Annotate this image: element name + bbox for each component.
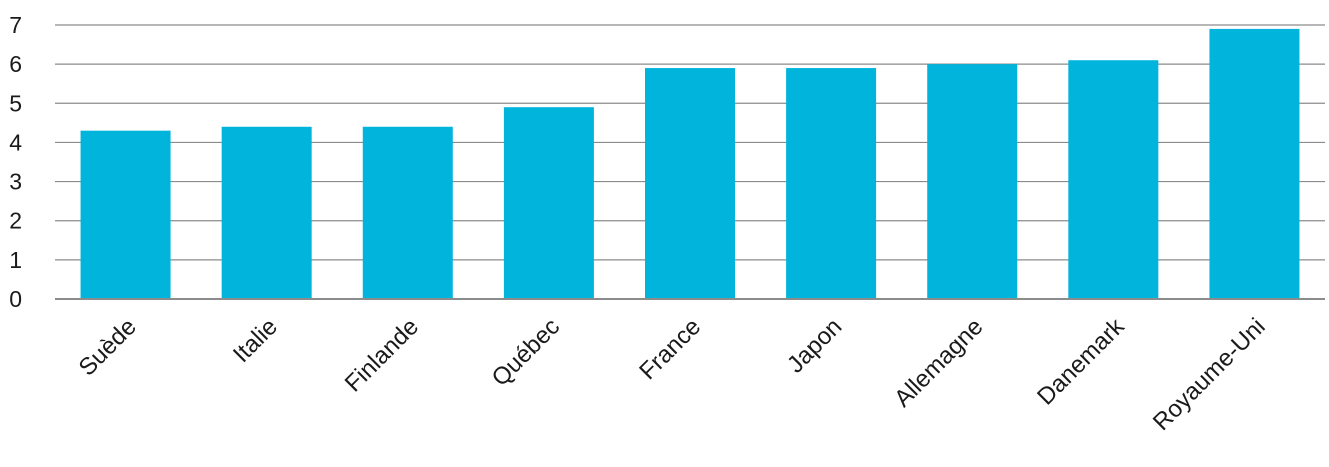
y-tick-label: 3	[9, 169, 22, 195]
x-category-label: Finlande	[340, 313, 424, 397]
bar-su-de	[80, 130, 171, 299]
y-axis-ticks: 0 1 2 3 4 5 6 7	[9, 12, 22, 312]
bar-italie	[221, 126, 312, 300]
x-category-label: Allemagne	[889, 313, 988, 412]
bar-allemagne	[927, 64, 1018, 300]
y-tick-label: 2	[9, 208, 22, 234]
x-category-label: Japon	[782, 313, 847, 378]
x-category-label: Royaume-Uni	[1148, 313, 1271, 436]
bar-danemark	[1068, 60, 1159, 299]
x-category-label: Italie	[228, 313, 283, 368]
bar-qu-bec	[503, 107, 594, 299]
bar-france	[645, 68, 735, 299]
bar-japon	[786, 68, 877, 299]
y-tick-label: 0	[9, 286, 22, 312]
x-axis-labels: Suède Italie Finlande Québec France Japon Alle…	[74, 312, 1271, 436]
x-category-label: Québec	[487, 313, 566, 392]
bars	[80, 28, 1300, 300]
y-tick-label: 4	[9, 129, 22, 155]
y-tick-label: 6	[9, 51, 22, 77]
y-tick-label: 7	[9, 12, 22, 38]
x-category-label: Danemark	[1032, 312, 1130, 410]
bar-royaume-uni	[1209, 28, 1300, 300]
y-tick-label: 5	[9, 90, 22, 116]
bar-finlande	[362, 126, 453, 300]
x-category-label: France	[634, 313, 706, 385]
x-category-label: Suède	[74, 313, 142, 381]
y-tick-label: 1	[9, 247, 22, 273]
